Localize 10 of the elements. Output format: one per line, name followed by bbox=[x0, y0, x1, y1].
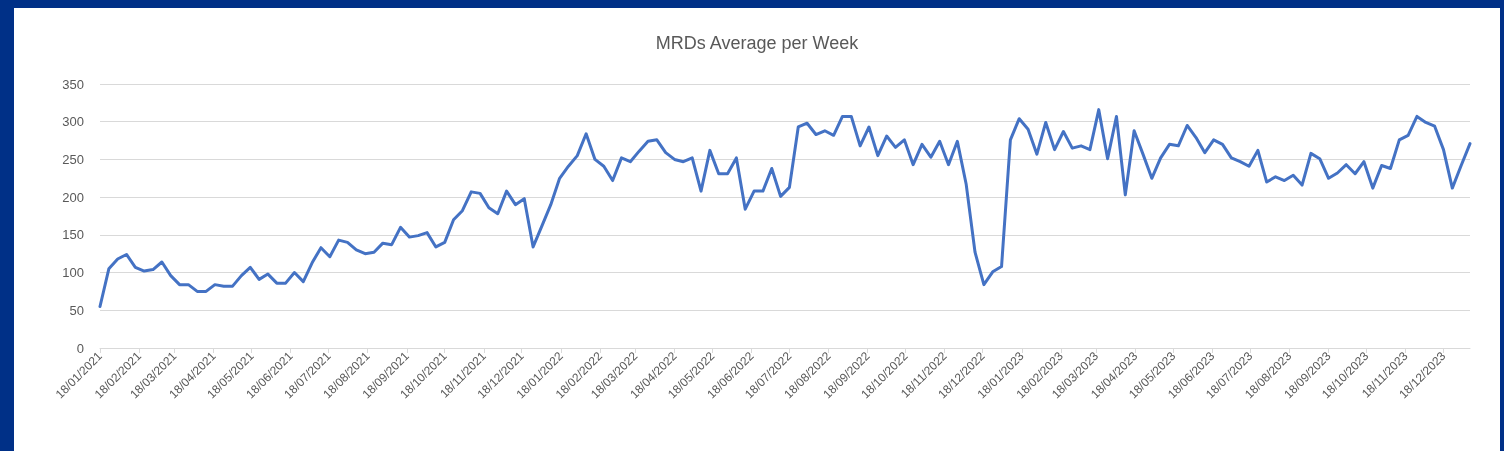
y-tick-label: 50 bbox=[69, 302, 84, 318]
y-tick-label: 0 bbox=[76, 340, 84, 356]
y-tick-label: 150 bbox=[62, 227, 84, 243]
y-tick-label: 100 bbox=[62, 265, 84, 281]
chart-title: MRDs Average per Week bbox=[655, 33, 860, 53]
y-tick-label: 300 bbox=[62, 114, 84, 130]
y-tick-label: 200 bbox=[62, 189, 84, 205]
line-series bbox=[98, 108, 1472, 309]
y-tick-label: 250 bbox=[62, 151, 84, 167]
y-tick-label: 350 bbox=[62, 76, 84, 92]
